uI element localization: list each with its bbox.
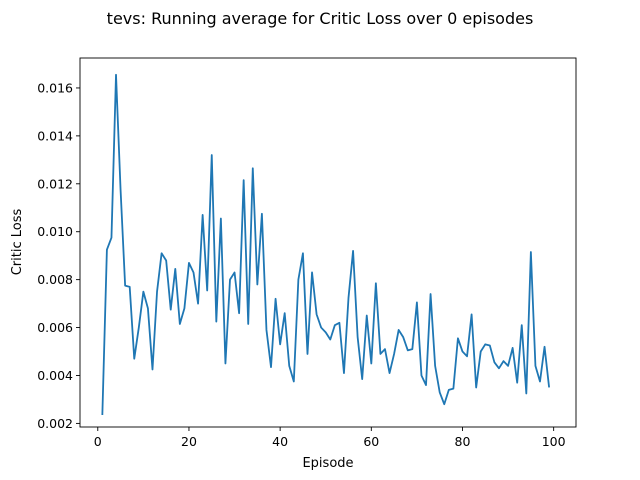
x-tick-label: 40 [272, 434, 288, 449]
x-tick-label: 100 [542, 434, 566, 449]
y-axis-label: Critic Loss [10, 209, 25, 276]
y-tick-label: 0.006 [37, 320, 73, 335]
x-axis: 0 20 40 60 80 100 [94, 427, 566, 449]
x-tick-label: 20 [181, 434, 197, 449]
plot-area [101, 73, 550, 416]
x-tick-label: 60 [363, 434, 379, 449]
y-tick-label: 0.008 [37, 272, 73, 287]
y-tick-label: 0.004 [37, 368, 73, 383]
y-tick-label: 0.002 [37, 416, 73, 431]
y-axis: 0.002 0.004 0.006 0.008 0.010 0.012 0.014 0.016 [37, 80, 80, 431]
x-tick-label: 80 [455, 434, 471, 449]
axes-frame [79, 57, 577, 428]
y-tick-label: 0.016 [37, 80, 73, 95]
y-tick-label: 0.012 [37, 176, 73, 191]
x-tick-label: 0 [94, 434, 102, 449]
y-tick-label: 0.014 [37, 128, 73, 143]
x-axis-label: Episode [302, 456, 353, 471]
y-tick-label: 0.010 [37, 224, 73, 239]
series-line-0 [101, 73, 550, 416]
chart-title: tevs: Running average for Critic Loss ov… [107, 9, 534, 28]
